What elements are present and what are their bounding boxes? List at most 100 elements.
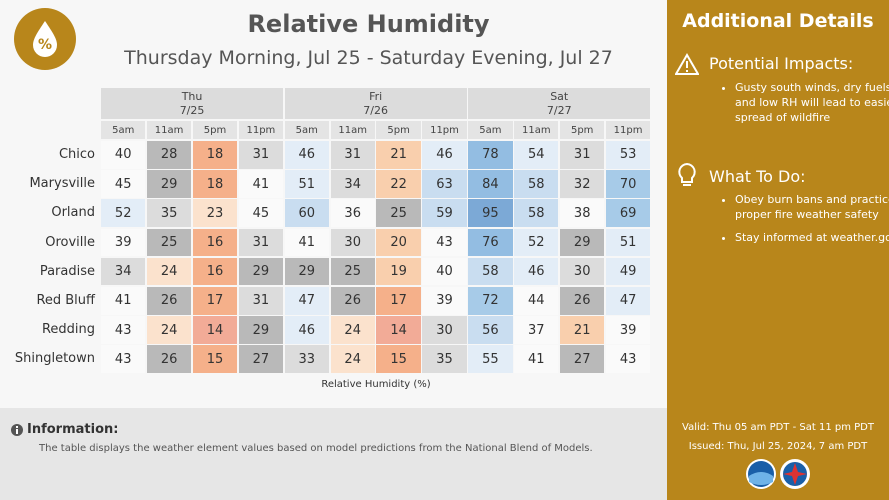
day-date: 7/25 bbox=[179, 104, 205, 117]
value-cell: 63 bbox=[422, 170, 467, 198]
value-cell: 31 bbox=[560, 141, 605, 169]
time-header: 11pm bbox=[238, 121, 284, 139]
bullet-item: Gusty south winds, dry fuels, and low RH… bbox=[735, 80, 889, 125]
station-label: Paradise bbox=[39, 263, 95, 279]
value-cell: 16 bbox=[192, 228, 238, 257]
value-cell: 21 bbox=[560, 316, 605, 344]
time-header: 5am bbox=[284, 121, 329, 139]
value-cell: 30 bbox=[330, 228, 375, 257]
value-cell: 24 bbox=[146, 316, 192, 344]
station-label: Orland bbox=[51, 205, 95, 221]
value-cell: 35 bbox=[146, 199, 192, 228]
value-cell: 52 bbox=[101, 199, 146, 228]
value-cell: 84 bbox=[468, 170, 513, 198]
time-header: 5am bbox=[468, 121, 513, 139]
value-cell: 46 bbox=[284, 141, 329, 169]
impacts-title: Potential Impacts: bbox=[709, 54, 854, 73]
value-cell: 33 bbox=[284, 345, 329, 374]
value-cell: 23 bbox=[192, 199, 238, 228]
value-cell: 30 bbox=[560, 257, 605, 286]
value-cell: 37 bbox=[514, 316, 559, 344]
time-header: 5am bbox=[101, 121, 146, 139]
value-cell: 59 bbox=[422, 199, 467, 228]
value-cell: 51 bbox=[605, 228, 651, 257]
value-cell: 21 bbox=[376, 141, 421, 169]
station-label: Oroville bbox=[45, 234, 95, 250]
info-title: Information: bbox=[27, 422, 119, 437]
value-cell: 32 bbox=[560, 170, 605, 198]
value-cell: 39 bbox=[101, 228, 146, 257]
value-cell: 58 bbox=[514, 170, 559, 198]
time-header: 11am bbox=[146, 121, 192, 139]
day-header: Sat 7/27 bbox=[468, 88, 651, 119]
time-header: 11am bbox=[514, 121, 559, 139]
time-header: 5pm bbox=[192, 121, 238, 139]
time-header: 5pm bbox=[560, 121, 605, 139]
value-cell: 41 bbox=[514, 345, 559, 374]
value-cell: 29 bbox=[238, 316, 284, 344]
value-cell: 47 bbox=[605, 287, 651, 315]
info-icon bbox=[11, 424, 23, 436]
value-cell: 43 bbox=[101, 316, 146, 344]
value-cell: 46 bbox=[284, 316, 329, 344]
value-cell: 25 bbox=[146, 228, 192, 257]
value-cell: 46 bbox=[514, 257, 559, 286]
value-cell: 55 bbox=[468, 345, 513, 374]
value-cell: 45 bbox=[238, 199, 284, 228]
value-cell: 58 bbox=[514, 199, 559, 228]
title: Relative Humidity bbox=[247, 10, 490, 38]
todo-title: What To Do: bbox=[709, 167, 806, 186]
impacts-list: Gusty south winds, dry fuels, and low RH… bbox=[695, 80, 889, 133]
subtitle: Thursday Morning, Jul 25 - Saturday Even… bbox=[124, 47, 613, 69]
value-cell: 41 bbox=[284, 228, 329, 257]
value-cell: 43 bbox=[605, 345, 651, 374]
value-cell: 43 bbox=[101, 345, 146, 374]
value-cell: 25 bbox=[376, 199, 421, 228]
value-cell: 56 bbox=[468, 316, 513, 344]
svg-text:%: % bbox=[38, 37, 52, 53]
value-cell: 14 bbox=[376, 316, 421, 344]
value-cell: 27 bbox=[238, 345, 284, 374]
station-label: Redding bbox=[41, 322, 95, 338]
value-cell: 31 bbox=[238, 287, 284, 315]
day-name: Fri bbox=[369, 90, 383, 103]
value-cell: 40 bbox=[422, 257, 467, 286]
value-cell: 49 bbox=[605, 257, 651, 286]
value-cell: 29 bbox=[146, 170, 192, 198]
day-header: Fri 7/26 bbox=[284, 88, 467, 119]
time-header: 11am bbox=[330, 121, 375, 139]
value-cell: 16 bbox=[192, 257, 238, 286]
value-cell: 60 bbox=[284, 199, 329, 228]
value-cell: 39 bbox=[422, 287, 467, 315]
value-cell: 45 bbox=[101, 170, 146, 198]
value-cell: 29 bbox=[560, 228, 605, 257]
value-cell: 31 bbox=[238, 141, 284, 169]
value-cell: 29 bbox=[238, 257, 284, 286]
value-cell: 22 bbox=[376, 170, 421, 198]
value-cell: 52 bbox=[514, 228, 559, 257]
station-label: Chico bbox=[58, 147, 95, 162]
bullet-item: Obey burn bans and practice proper fire … bbox=[735, 192, 889, 222]
value-cell: 51 bbox=[284, 170, 329, 198]
day-name: Thu bbox=[181, 90, 203, 103]
value-cell: 53 bbox=[605, 141, 651, 169]
logo-icon: % bbox=[14, 8, 76, 70]
value-cell: 34 bbox=[101, 257, 146, 286]
value-cell: 18 bbox=[192, 141, 238, 169]
value-cell: 41 bbox=[101, 287, 146, 315]
value-cell: 78 bbox=[468, 141, 513, 169]
day-date: 7/26 bbox=[363, 104, 388, 117]
value-cell: 76 bbox=[468, 228, 513, 257]
station-label: Red Bluff bbox=[36, 293, 95, 308]
value-cell: 14 bbox=[192, 316, 238, 344]
info-panel: Information: The table displays the weat… bbox=[0, 408, 667, 500]
value-cell: 69 bbox=[605, 199, 651, 228]
day-date: 7/27 bbox=[546, 104, 572, 117]
time-header: 5pm bbox=[376, 121, 421, 139]
value-cell: 26 bbox=[560, 287, 605, 315]
value-cell: 72 bbox=[468, 287, 513, 315]
value-cell: 15 bbox=[192, 345, 238, 374]
value-cell: 31 bbox=[238, 228, 284, 257]
sidebar-title: Additional Details bbox=[682, 10, 874, 32]
